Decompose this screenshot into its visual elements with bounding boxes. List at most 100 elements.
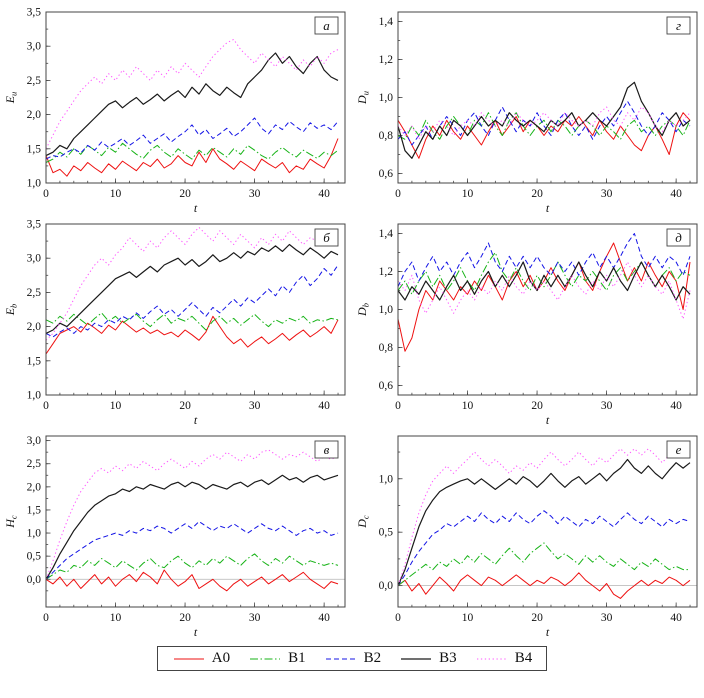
plot-frame — [397, 11, 698, 184]
chart-v: 0 10 20 30 40 0,0 0,5 1,0 1,5 2,0 2,5 3,0 в Hc t — [3, 435, 346, 639]
y-tick-label: 3,0 — [27, 253, 42, 265]
panel-label-box — [314, 228, 339, 247]
y-tick-label: 1,0 — [379, 473, 394, 485]
y-tick-label: 2,5 — [27, 75, 42, 87]
panel-b: 0 10 20 30 40 1,0 1,5 2,0 2,5 3,0 3,5 б Eb t — [0, 216, 352, 428]
chart-b: 0 10 20 30 40 1,0 1,5 2,0 2,5 3,0 3,5 б Eb t — [3, 219, 346, 427]
x-tick-label: 0 — [43, 400, 49, 412]
x-tick-label: 40 — [670, 188, 682, 200]
x-tick-label: 20 — [179, 188, 191, 200]
series-A0-line — [397, 242, 691, 352]
x-tick-label: 40 — [318, 400, 330, 412]
y-tick-label: 1,4 — [379, 228, 394, 240]
x-tick-label: 20 — [531, 188, 543, 200]
panel-label: б — [323, 230, 330, 245]
y-tick-label: 3,0 — [27, 435, 42, 447]
x-tick-label: 40 — [318, 612, 330, 624]
series-B3-line — [397, 458, 691, 586]
legend-sample-B1 — [250, 657, 281, 660]
chart-a: 0 10 20 30 40 1,0 1,5 2,0 2,5 3,0 3,5 а Eu t — [3, 7, 346, 215]
panel-label-box — [314, 16, 339, 35]
legend-entry-B4: B4 — [475, 650, 533, 667]
panel-label-box — [666, 440, 691, 459]
x-tick-label: 10 — [462, 400, 474, 412]
series-A0-line — [45, 569, 339, 592]
series-B2-line — [397, 100, 691, 146]
x-tick-label: 40 — [670, 612, 682, 624]
legend: A0 B1 B2 B3 B4 — [156, 646, 548, 671]
series-A0-line — [45, 315, 339, 355]
y-axis-label: Db — [355, 303, 371, 317]
axis-ticks — [397, 233, 691, 395]
series-B1-line — [45, 553, 339, 580]
legend-entry-B2: B2 — [324, 650, 381, 667]
legend-sample-B3 — [401, 657, 432, 660]
legend-label-B3: B3 — [439, 650, 457, 666]
x-axis-label: t — [546, 201, 550, 215]
legend-entry-B3: B3 — [399, 650, 457, 667]
series-B2-line — [45, 264, 339, 338]
y-axis-label: Dc — [355, 515, 371, 529]
series-B4-line — [45, 38, 339, 150]
y-tick-label: 2,0 — [27, 109, 42, 121]
x-axis-label: t — [194, 201, 198, 215]
plots-grid: 0 10 20 30 40 1,0 1,5 2,0 2,5 3,0 3,5 а Eu t 0 10 20 30 4… — [0, 4, 704, 640]
panel-label: г — [676, 18, 681, 33]
x-tick-label: 20 — [531, 612, 543, 624]
y-tick-label: 1,0 — [27, 390, 42, 402]
x-tick-label: 10 — [462, 612, 474, 624]
y-tick-label: 3,0 — [27, 41, 42, 53]
series-B2-line — [397, 233, 691, 287]
y-tick-label: 3,5 — [27, 219, 42, 231]
y-tick-label: 1,2 — [379, 54, 394, 66]
x-tick-label: 10 — [462, 188, 474, 200]
panel-label-box — [666, 228, 691, 247]
y-tick-label: 0,5 — [27, 551, 42, 563]
x-axis-label: t — [194, 413, 198, 427]
y-tick-label: 1,5 — [27, 355, 42, 367]
series-B1-line — [397, 252, 691, 295]
panel-label-box — [314, 440, 339, 459]
y-axis-label: Du — [355, 91, 371, 105]
y-axis-label: Eu — [3, 92, 19, 105]
x-tick-label: 30 — [249, 612, 261, 624]
legend-label-B4: B4 — [514, 650, 533, 666]
x-tick-label: 30 — [601, 188, 613, 200]
x-tick-label: 0 — [43, 188, 49, 200]
y-tick-label: 3,5 — [27, 7, 42, 19]
y-tick-label: 1,5 — [27, 143, 42, 155]
series-B2-line — [45, 117, 339, 160]
chart-d: 0 10 20 30 40 0,6 0,8 1,0 1,2 1,4 д Db t — [355, 223, 698, 427]
x-axis-label: t — [194, 625, 198, 639]
x-tick-label: 10 — [110, 188, 122, 200]
panel-g: 0 10 20 30 40 0,6 0,8 1,0 1,2 1,4 г Du t — [352, 4, 704, 216]
x-tick-label: 20 — [531, 400, 543, 412]
y-tick-label: 0,8 — [379, 342, 394, 354]
y-tick-label: 2,5 — [27, 287, 42, 299]
series-B3-line — [397, 81, 691, 159]
x-tick-label: 30 — [601, 400, 613, 412]
series-B1-line — [397, 112, 691, 140]
panel-v: 0 10 20 30 40 0,0 0,5 1,0 1,5 2,0 2,5 3,0 в Hc t — [0, 428, 352, 640]
x-tick-label: 10 — [110, 400, 122, 412]
legend-sample-B4 — [476, 657, 507, 660]
series-A0-line — [397, 572, 691, 599]
y-tick-label: 2,0 — [27, 481, 42, 493]
legend-entry-A0: A0 — [172, 650, 230, 667]
series-B1-line — [45, 142, 339, 163]
y-tick-label: 0,0 — [27, 574, 42, 586]
y-axis-label: Hc — [3, 515, 19, 529]
x-tick-label: 40 — [670, 400, 682, 412]
x-tick-label: 20 — [179, 612, 191, 624]
chart-g: 0 10 20 30 40 0,6 0,8 1,0 1,2 1,4 г Du t — [355, 11, 698, 215]
x-tick-label: 30 — [601, 612, 613, 624]
y-tick-label: 1,0 — [27, 178, 42, 190]
series-B1-line — [45, 312, 339, 331]
plot-frame — [45, 435, 346, 608]
plot-frame — [45, 223, 346, 396]
legend-row: A0 B1 B2 B3 B4 — [0, 646, 704, 671]
series-A0-line — [397, 112, 691, 159]
y-tick-label: 0,6 — [379, 168, 394, 180]
panel-d: 0 10 20 30 40 0,6 0,8 1,0 1,2 1,4 д Db t — [352, 216, 704, 428]
